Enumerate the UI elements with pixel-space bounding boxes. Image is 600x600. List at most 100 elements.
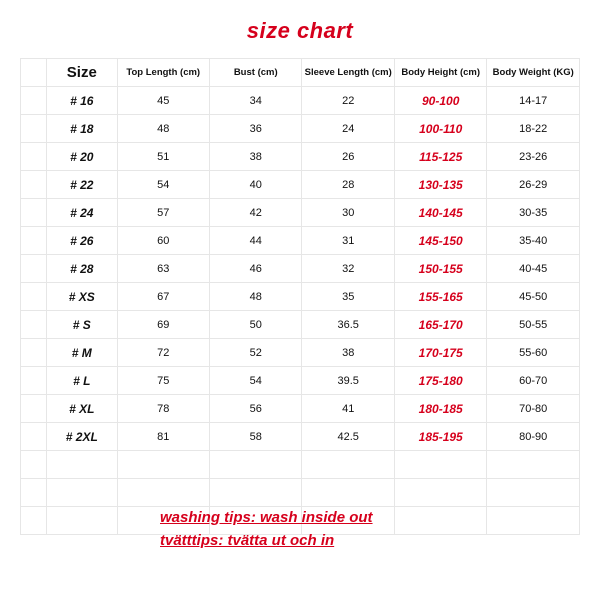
table-row: # 1645342290-10014-17 (21, 87, 580, 115)
cell-height: 90-100 (394, 87, 486, 115)
cell-top: 51 (117, 143, 209, 171)
table-row: # XS674835155-16545-50 (21, 283, 580, 311)
empty-cell (209, 451, 301, 479)
cell-bust: 44 (209, 227, 301, 255)
empty-cell (394, 479, 486, 507)
cell-bust: 36 (209, 115, 301, 143)
cell-bust: 48 (209, 283, 301, 311)
empty-cell (302, 451, 394, 479)
cell-height: 175-180 (394, 367, 486, 395)
cell-bust: 40 (209, 171, 301, 199)
cell-size: # 20 (47, 143, 117, 171)
cell-sleeve: 38 (302, 339, 394, 367)
cell-bust: 54 (209, 367, 301, 395)
empty-cell (47, 507, 117, 535)
chart-title: size chart (0, 10, 600, 58)
cell-weight: 26-29 (487, 171, 580, 199)
cell-top: 60 (117, 227, 209, 255)
col-bust: Bust (cm) (209, 59, 301, 87)
cell-size: # 22 (47, 171, 117, 199)
cell-weight: 23-26 (487, 143, 580, 171)
lead-cell (21, 143, 47, 171)
cell-height: 170-175 (394, 339, 486, 367)
lead-cell (21, 395, 47, 423)
cell-height: 130-135 (394, 171, 486, 199)
lead-cell (21, 171, 47, 199)
lead-cell (21, 507, 47, 535)
washing-tips: washing tips: wash inside out tvätttips:… (160, 507, 373, 552)
table-row: # 28634632150-15540-45 (21, 255, 580, 283)
table-row: # 24574230140-14530-35 (21, 199, 580, 227)
cell-top: 54 (117, 171, 209, 199)
lead-cell (21, 479, 47, 507)
cell-size: # L (47, 367, 117, 395)
empty-cell (394, 507, 486, 535)
lead-cell (21, 87, 47, 115)
cell-weight: 18-22 (487, 115, 580, 143)
cell-bust: 46 (209, 255, 301, 283)
table-row: # 20513826115-12523-26 (21, 143, 580, 171)
empty-cell (209, 479, 301, 507)
size-table: Size Top Length (cm) Bust (cm) Sleeve Le… (20, 58, 580, 535)
cell-bust: 42 (209, 199, 301, 227)
empty-cell (47, 451, 117, 479)
cell-sleeve: 28 (302, 171, 394, 199)
cell-sleeve: 35 (302, 283, 394, 311)
cell-bust: 50 (209, 311, 301, 339)
table-row (21, 451, 580, 479)
cell-weight: 40-45 (487, 255, 580, 283)
tips-line-1: washing tips: wash inside out (160, 507, 373, 530)
table-header-row: Size Top Length (cm) Bust (cm) Sleeve Le… (21, 59, 580, 87)
empty-cell (487, 507, 580, 535)
cell-size: # 18 (47, 115, 117, 143)
cell-sleeve: 32 (302, 255, 394, 283)
cell-sleeve: 36.5 (302, 311, 394, 339)
cell-top: 81 (117, 423, 209, 451)
col-size: Size (47, 59, 117, 87)
lead-cell (21, 199, 47, 227)
table-row: # M725238170-17555-60 (21, 339, 580, 367)
cell-bust: 58 (209, 423, 301, 451)
cell-weight: 55-60 (487, 339, 580, 367)
cell-weight: 45-50 (487, 283, 580, 311)
cell-height: 115-125 (394, 143, 486, 171)
cell-size: # 2XL (47, 423, 117, 451)
col-height: Body Height (cm) (394, 59, 486, 87)
cell-top: 72 (117, 339, 209, 367)
cell-size: # 28 (47, 255, 117, 283)
table-row: # S695036.5165-17050-55 (21, 311, 580, 339)
lead-cell (21, 115, 47, 143)
lead-cell (21, 423, 47, 451)
cell-size: # 26 (47, 227, 117, 255)
empty-cell (394, 451, 486, 479)
cell-bust: 56 (209, 395, 301, 423)
cell-height: 140-145 (394, 199, 486, 227)
cell-height: 100-110 (394, 115, 486, 143)
cell-height: 155-165 (394, 283, 486, 311)
cell-sleeve: 31 (302, 227, 394, 255)
empty-cell (487, 451, 580, 479)
cell-weight: 80-90 (487, 423, 580, 451)
lead-cell (21, 339, 47, 367)
table-row: # 26604431145-15035-40 (21, 227, 580, 255)
cell-top: 67 (117, 283, 209, 311)
cell-height: 165-170 (394, 311, 486, 339)
cell-size: # 16 (47, 87, 117, 115)
table-body: # 1645342290-10014-17 # 18483624100-1101… (21, 87, 580, 535)
empty-cell (487, 479, 580, 507)
cell-sleeve: 42.5 (302, 423, 394, 451)
cell-weight: 30-35 (487, 199, 580, 227)
lead-cell (21, 367, 47, 395)
cell-size: # S (47, 311, 117, 339)
tips-line-2: tvätttips: tvätta ut och in (160, 530, 373, 553)
cell-weight: 50-55 (487, 311, 580, 339)
table-row (21, 479, 580, 507)
cell-size: # XS (47, 283, 117, 311)
empty-cell (302, 479, 394, 507)
lead-cell (21, 283, 47, 311)
cell-top: 57 (117, 199, 209, 227)
lead-cell (21, 451, 47, 479)
empty-cell (117, 451, 209, 479)
cell-top: 78 (117, 395, 209, 423)
table-row: # 18483624100-11018-22 (21, 115, 580, 143)
